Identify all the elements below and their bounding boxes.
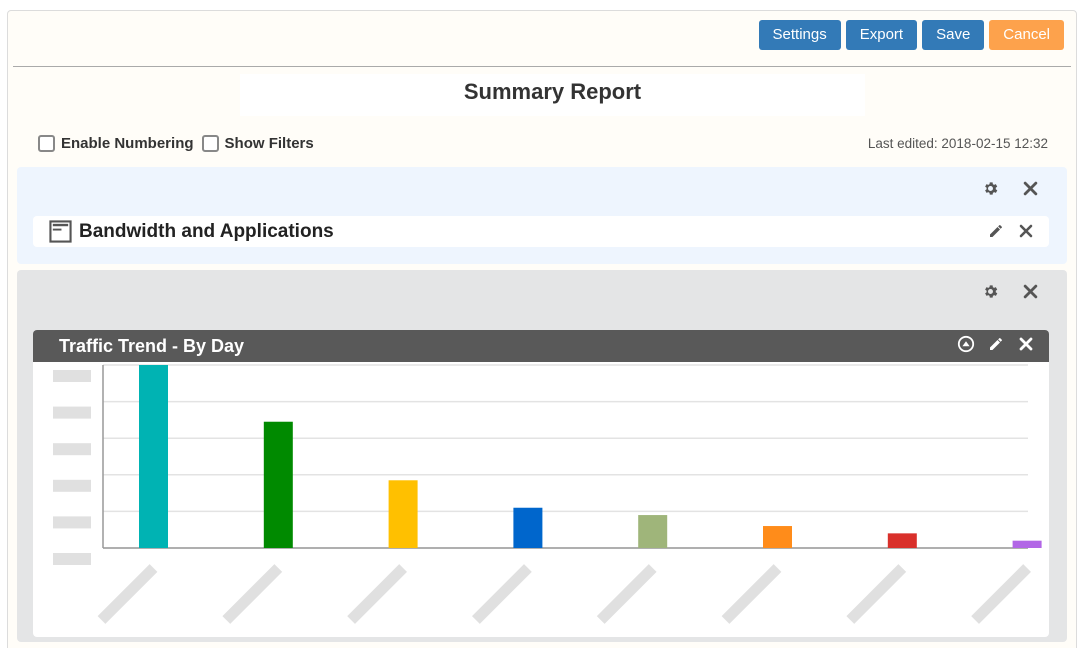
chart-bar	[1012, 540, 1042, 548]
x-tick-label	[222, 564, 283, 624]
x-tick-label	[472, 564, 532, 624]
report-options: Enable Numbering Show Filters	[38, 135, 322, 152]
close-icon[interactable]	[1017, 222, 1035, 240]
close-icon[interactable]	[1021, 282, 1039, 300]
x-tick-label	[721, 564, 782, 624]
close-icon[interactable]	[1017, 335, 1035, 353]
toolbar: Settings Export Save Cancel	[758, 20, 1064, 50]
show-filters-checkbox[interactable]	[201, 135, 219, 152]
report-title-field[interactable]: Summary Report	[240, 74, 865, 116]
section-1-actions	[981, 179, 1039, 197]
x-tick-label	[846, 564, 907, 624]
chart-widget: Traffic Trend - By Day	[33, 330, 1049, 637]
enable-numbering-checkbox[interactable]	[38, 135, 55, 152]
x-tick-label	[971, 564, 1031, 624]
section-2-actions	[981, 282, 1039, 300]
y-tick-label	[53, 370, 91, 382]
enable-numbering-label: Enable Numbering	[61, 135, 194, 152]
gear-icon[interactable]	[981, 179, 999, 197]
y-tick-label	[53, 553, 91, 565]
x-tick-label	[97, 564, 158, 624]
widget-header: Traffic Trend - By Day	[33, 330, 1049, 362]
y-tick-label	[53, 443, 91, 456]
chart-bar	[263, 421, 293, 548]
collapse-icon[interactable]	[957, 335, 975, 353]
page-title: Summary Report	[463, 79, 642, 104]
pencil-icon[interactable]	[987, 222, 1005, 240]
traffic-trend-chart	[53, 364, 1042, 624]
report-item-bandwidth[interactable]: Bandwidth and Applications	[33, 216, 1049, 247]
cancel-button[interactable]: Cancel	[989, 20, 1064, 50]
chart-bar	[388, 480, 418, 548]
last-edited-text: Last edited: 2018-02-15 12:32	[867, 136, 1048, 151]
settings-button[interactable]: Settings	[758, 20, 841, 50]
show-filters-option[interactable]: Show Filters	[201, 135, 314, 152]
y-tick-label	[53, 406, 91, 419]
chart-bar	[139, 365, 168, 548]
divider	[13, 66, 1071, 67]
save-button[interactable]: Save	[922, 20, 985, 50]
gear-icon[interactable]	[981, 282, 999, 300]
y-tick-label	[53, 516, 91, 529]
widget-actions	[957, 335, 1035, 353]
x-tick-label	[596, 564, 657, 624]
text-block-icon	[49, 220, 72, 243]
chart-bar	[763, 526, 792, 548]
pencil-icon[interactable]	[987, 335, 1005, 353]
chart-bar	[513, 507, 543, 548]
report-section-1: Bandwidth and Applications	[17, 167, 1067, 264]
widget-title: Traffic Trend - By Day	[59, 335, 245, 356]
report-item-title: Bandwidth and Applications	[79, 220, 334, 242]
item-actions	[987, 222, 1035, 240]
export-button[interactable]: Export	[845, 20, 918, 50]
enable-numbering-option[interactable]: Enable Numbering	[38, 135, 194, 152]
x-tick-label	[347, 564, 407, 624]
show-filters-label: Show Filters	[224, 135, 314, 152]
report-editor: Settings Export Save Cancel Summary Repo…	[7, 10, 1077, 648]
chart-bar	[887, 533, 917, 548]
close-icon[interactable]	[1021, 179, 1039, 197]
y-tick-label	[53, 479, 91, 492]
chart-bar	[638, 515, 668, 548]
report-section-2: Traffic Trend - By Day	[17, 270, 1067, 642]
